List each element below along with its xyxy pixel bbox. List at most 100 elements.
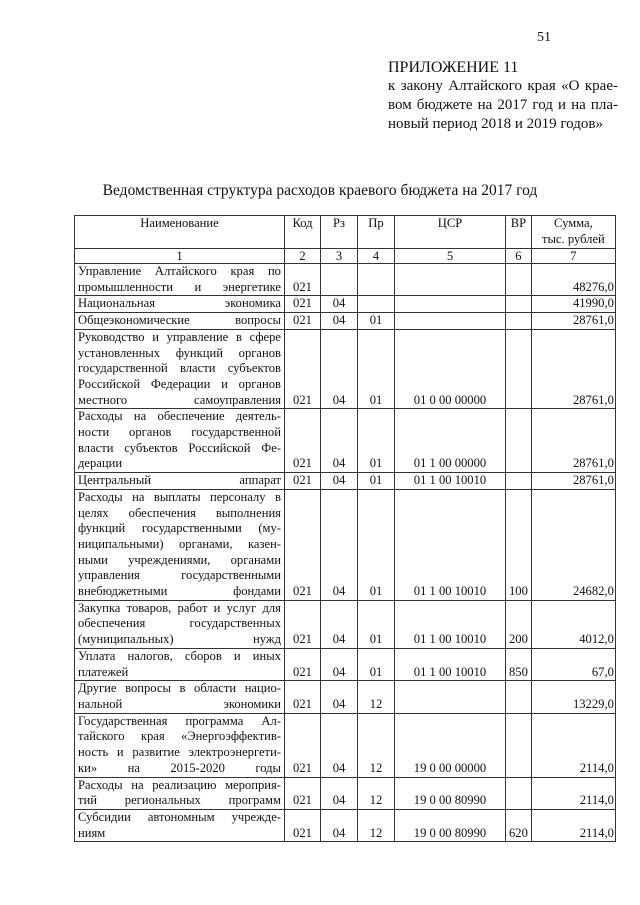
cell-pr: 12 bbox=[357, 808, 395, 843]
column-number: 6 bbox=[505, 248, 532, 264]
document-heading: Ведомственная структура расходов краевог… bbox=[102, 182, 538, 199]
cell-name-line: Национальная экономика bbox=[78, 296, 281, 311]
table-row: Руководство и управление в сфере установленны… bbox=[74, 328, 616, 410]
cell-name-line: Управление Алтайского края по bbox=[78, 264, 281, 278]
cell-vr bbox=[505, 408, 532, 474]
page-number: 51 bbox=[537, 30, 551, 45]
cell-name-line: нальной экономики bbox=[78, 696, 281, 711]
cell-name-line: платежей bbox=[78, 664, 129, 679]
cell-kod: 021 bbox=[284, 680, 321, 714]
cell-name: Расходы на обеспечение деятель-ности органов… bbox=[74, 408, 285, 474]
header-row: Наименование Код Рз Пр ЦСР ВР Сумма, тыс… bbox=[74, 215, 616, 249]
cell-name-line: Общеэкономические вопросы bbox=[78, 313, 281, 328]
cell-csr bbox=[394, 262, 506, 297]
cell-sum: 48276,0 bbox=[530, 262, 616, 297]
appendix-title: ПРИЛОЖЕНИЕ 11 bbox=[388, 59, 519, 76]
appendix-line: вом бюджете на 2017 год и на пла- bbox=[388, 97, 618, 113]
cell-sum: 24682,0 bbox=[530, 488, 616, 601]
cell-sum: 13229,0 bbox=[530, 680, 616, 714]
cell-pr: 01 bbox=[357, 408, 395, 474]
table-row: Другие вопросы в области нацио-нальной эконо… bbox=[74, 680, 616, 714]
table-row: Расходы на выплаты персоналу в целях обеспечен… bbox=[74, 488, 616, 601]
cell-pr bbox=[357, 262, 395, 297]
cell-kod: 021 bbox=[284, 647, 321, 682]
header-vr: ВР bbox=[505, 215, 532, 249]
cell-sum: 41990,0 bbox=[530, 295, 616, 314]
cell-sum: 28761,0 bbox=[530, 312, 616, 330]
table-row: Общеэкономические вопросы 021 04 01 28761,0 bbox=[74, 312, 616, 330]
header-sum-line: тыс. рублей bbox=[541, 231, 605, 246]
cell-name-line: Расходы на реализацию мероприя- bbox=[78, 777, 281, 792]
column-number: 2 bbox=[284, 248, 321, 264]
cell-pr: 12 bbox=[357, 680, 395, 714]
cell-kod: 021 bbox=[284, 472, 321, 490]
cell-name: Государственная программа Ал-тайского края «… bbox=[74, 712, 285, 778]
cell-vr bbox=[505, 295, 532, 314]
cell-rz: 04 bbox=[320, 712, 358, 778]
table-row: Субсидии автономным учрежде-ниям 021 04 12 19 … bbox=[74, 808, 616, 843]
cell-name-line: Уплата налогов, сборов и иных bbox=[78, 648, 281, 663]
cell-vr bbox=[505, 712, 532, 778]
cell-kod: 021 bbox=[284, 312, 321, 330]
cell-sum: 2114,0 bbox=[530, 776, 616, 810]
cell-name-line: ности органов государственной bbox=[78, 425, 281, 440]
cell-name-line: тайского края «Энергоэффектив- bbox=[78, 729, 281, 744]
cell-name-line: дерации bbox=[78, 456, 123, 471]
cell-kod: 021 bbox=[284, 776, 321, 810]
cell-name: Расходы на выплаты персоналу в целях обеспечен… bbox=[74, 488, 285, 601]
cell-csr: 01 1 00 10010 bbox=[394, 599, 506, 649]
cell-vr bbox=[505, 472, 532, 490]
column-number: 1 bbox=[74, 248, 285, 264]
cell-name-line: Российской Федерации и органов bbox=[78, 376, 281, 391]
cell-name-line: Расходы на обеспечение деятель- bbox=[78, 409, 281, 424]
cell-name-line: Руководство и управление в сфере bbox=[78, 329, 281, 344]
cell-name-line: Центральный аппарат bbox=[78, 473, 281, 488]
cell-kod: 021 bbox=[284, 328, 321, 410]
cell-sum: 28761,0 bbox=[530, 472, 616, 490]
cell-csr: 19 0 00 80990 bbox=[394, 776, 506, 810]
header-rz: Рз bbox=[320, 215, 358, 249]
cell-csr: 01 1 00 10010 bbox=[394, 488, 506, 601]
table-row: Управление Алтайского края по промышленности… bbox=[74, 262, 616, 297]
cell-name: Руководство и управление в сфере установленны… bbox=[74, 328, 285, 410]
cell-kod: 021 bbox=[284, 808, 321, 843]
cell-vr bbox=[505, 262, 532, 297]
header-csr: ЦСР bbox=[394, 215, 506, 249]
cell-csr bbox=[394, 295, 506, 314]
header-name: Наименование bbox=[74, 215, 285, 249]
cell-rz: 04 bbox=[320, 312, 358, 330]
cell-rz: 04 bbox=[320, 295, 358, 314]
cell-pr: 12 bbox=[357, 776, 395, 810]
cell-pr: 01 bbox=[357, 472, 395, 490]
table-row: Уплата налогов, сборов и иных платежей 021 04 01… bbox=[74, 647, 616, 682]
cell-vr: 620 bbox=[505, 808, 532, 843]
table-row: Государственная программа Ал-тайского края «… bbox=[74, 712, 616, 778]
cell-rz: 04 bbox=[320, 328, 358, 410]
cell-vr: 200 bbox=[505, 599, 532, 649]
cell-name-line: функций государственными (му- bbox=[78, 521, 281, 536]
cell-kod: 021 bbox=[284, 262, 321, 297]
cell-name-line: Другие вопросы в области нацио- bbox=[78, 681, 281, 696]
cell-name: Общеэкономические вопросы bbox=[74, 312, 285, 330]
cell-name: Закупка товаров, работ и услуг для обеспечения… bbox=[74, 599, 285, 649]
cell-name-line: Расходы на выплаты персоналу в bbox=[78, 489, 281, 504]
cell-vr bbox=[505, 328, 532, 410]
table-row: Закупка товаров, работ и услуг для обеспечения… bbox=[74, 599, 616, 649]
cell-name-line: внебюджетными фондами bbox=[78, 584, 281, 599]
table-body: Управление Алтайского края по промышленности… bbox=[74, 262, 616, 843]
header-sum: Сумма, тыс. рублей bbox=[530, 215, 616, 249]
cell-name: Субсидии автономным учрежде-ниям bbox=[74, 808, 285, 843]
cell-sum: 2114,0 bbox=[530, 808, 616, 843]
cell-vr: 850 bbox=[505, 647, 532, 682]
table-row: Центральный аппарат 021 04 01 01 1 00 10010 2… bbox=[74, 472, 616, 490]
cell-sum: 28761,0 bbox=[530, 408, 616, 474]
cell-pr bbox=[357, 295, 395, 314]
cell-csr: 01 0 00 00000 bbox=[394, 328, 506, 410]
cell-rz: 04 bbox=[320, 408, 358, 474]
cell-name: Центральный аппарат bbox=[74, 472, 285, 490]
cell-csr: 19 0 00 00000 bbox=[394, 712, 506, 778]
cell-kod: 021 bbox=[284, 488, 321, 601]
cell-rz: 04 bbox=[320, 488, 358, 601]
cell-vr bbox=[505, 680, 532, 714]
cell-vr bbox=[505, 312, 532, 330]
